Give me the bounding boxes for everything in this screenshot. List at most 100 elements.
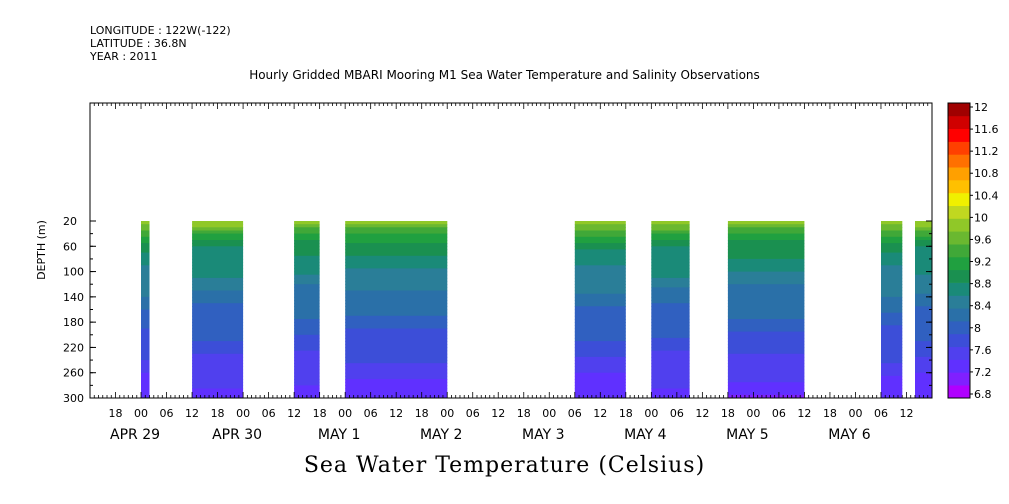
contour-band	[141, 284, 150, 288]
contour-band	[881, 258, 903, 263]
contour-band	[915, 356, 932, 361]
contour-band	[141, 224, 150, 228]
contour-band	[192, 312, 244, 317]
colorbar-label: 11.6	[974, 123, 999, 136]
contour-band	[294, 262, 320, 266]
contour-band	[141, 347, 150, 352]
contour-band	[294, 281, 320, 285]
contour-band	[141, 382, 150, 386]
contour-band	[294, 315, 320, 320]
contour-band	[727, 322, 805, 326]
contour-band	[294, 319, 320, 323]
colorbar-label: 6.8	[974, 388, 992, 401]
contour-band	[192, 296, 244, 301]
contour-band	[345, 300, 448, 304]
x-hour-label: 18	[415, 407, 429, 420]
contour-band	[192, 252, 244, 257]
contour-band	[192, 262, 244, 266]
contour-band	[294, 274, 320, 279]
contour-band	[345, 328, 448, 333]
contour-band	[651, 344, 690, 349]
contour-band	[651, 391, 690, 396]
contour-band	[881, 315, 903, 320]
contour-band	[915, 300, 932, 304]
contour-band	[294, 347, 320, 352]
colorbar-swatch	[948, 244, 970, 258]
contour-band	[651, 388, 690, 393]
contour-band	[294, 293, 320, 298]
contour-band	[881, 293, 903, 298]
contour-band	[727, 337, 805, 342]
contour-band	[651, 350, 690, 355]
contour-band	[345, 372, 448, 377]
contour-band	[574, 347, 626, 352]
contour-band	[915, 293, 932, 298]
contour-band	[345, 315, 448, 320]
y-tick-label: 100	[63, 266, 84, 279]
contour-band	[141, 236, 150, 241]
contour-band	[294, 331, 320, 336]
colorbar-swatch	[948, 205, 970, 219]
contour-band	[881, 385, 903, 390]
contour-band	[345, 322, 448, 326]
contour-band	[651, 322, 690, 326]
contour-band	[345, 227, 448, 232]
x-day-label: MAY 5	[726, 427, 768, 443]
contour-band	[881, 334, 903, 339]
contour-band	[574, 293, 626, 298]
contour-band	[651, 328, 690, 333]
contour-band	[192, 224, 244, 228]
colorbar-swatch	[948, 128, 970, 142]
contour-band	[727, 331, 805, 336]
contour-band	[345, 255, 448, 260]
contour-band	[345, 344, 448, 349]
contour-band	[915, 375, 932, 380]
contour-band	[574, 268, 626, 273]
contour-band	[192, 356, 244, 361]
contour-band	[345, 287, 448, 292]
x-hour-label: 00	[644, 407, 658, 420]
colorbar-label: 7.6	[974, 344, 992, 357]
contour-band	[881, 319, 903, 323]
contour-band	[915, 252, 932, 257]
contour-band	[727, 246, 805, 251]
contour-band	[294, 290, 320, 295]
contour-band	[727, 388, 805, 393]
contour-band	[141, 366, 150, 371]
contour-band	[192, 350, 244, 355]
contour-band	[192, 379, 244, 383]
contour-band	[881, 350, 903, 355]
contour-band	[345, 385, 448, 390]
contour-band	[651, 227, 690, 232]
contour-band	[192, 353, 244, 358]
contour-band	[574, 265, 626, 270]
contour-band	[881, 271, 903, 276]
contour-band	[881, 300, 903, 304]
contour-band	[915, 306, 932, 311]
contour-band	[651, 284, 690, 288]
x-hour-label: 06	[160, 407, 174, 420]
contour-band	[651, 366, 690, 371]
contour-band	[141, 246, 150, 251]
contour-band	[915, 337, 932, 342]
contour-band	[345, 363, 448, 367]
contour-band	[651, 303, 690, 307]
x-day-label: MAY 6	[828, 427, 871, 443]
contour-band	[651, 293, 690, 298]
x-hour-label: 12	[593, 407, 607, 420]
contour-band	[141, 353, 150, 358]
contour-band	[294, 277, 320, 282]
contour-band	[192, 315, 244, 320]
contour-band	[192, 277, 244, 282]
contour-band	[141, 379, 150, 383]
colorbar-swatch	[948, 256, 970, 271]
contour-band	[881, 287, 903, 292]
contour-band	[141, 375, 150, 380]
longitude-label: LONGITUDE : 122W(-122)	[90, 24, 231, 37]
contour-band	[881, 281, 903, 285]
colorbar-swatch	[948, 321, 970, 335]
x-day-label: MAY 2	[420, 427, 462, 443]
contour-band	[345, 366, 448, 371]
contour-band	[727, 350, 805, 355]
x-hour-label: 18	[211, 407, 225, 420]
